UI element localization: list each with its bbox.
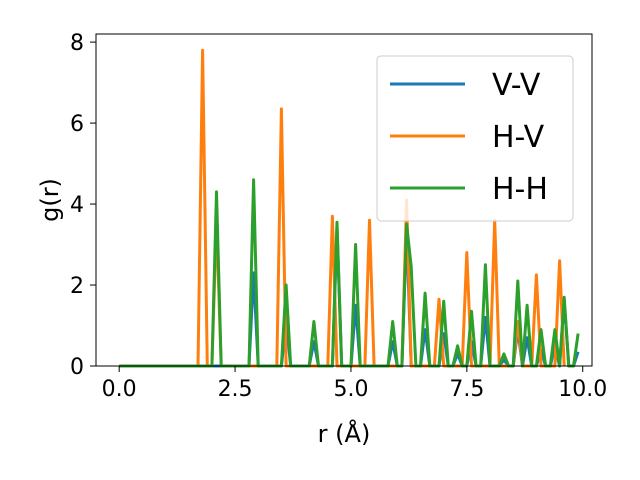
legend-label-h-v: H-V — [492, 120, 545, 155]
y-tick-label: 4 — [70, 193, 84, 218]
y-axis-label: g(r) — [36, 178, 64, 222]
legend: V-V H-V H-H — [376, 55, 574, 222]
series-line-v-v — [119, 226, 580, 368]
y-tick-label: 8 — [70, 31, 84, 56]
y-axis: 0 2 4 6 8 — [70, 31, 96, 380]
x-tick-label: 7.5 — [449, 377, 484, 402]
legend-box — [376, 55, 574, 222]
y-tick-label: 0 — [70, 355, 84, 380]
y-tick-label: 2 — [70, 274, 84, 299]
y-tick-label: 6 — [70, 112, 84, 137]
x-axis-label: r (Å) — [318, 419, 371, 448]
legend-label-v-v: V-V — [492, 68, 541, 103]
x-tick-label: 10.0 — [558, 377, 607, 402]
x-tick-label: 0.0 — [102, 377, 137, 402]
x-axis: 0.0 2.5 5.0 7.5 10.0 — [102, 366, 607, 402]
plot-frame — [95, 33, 593, 367]
x-tick-label: 2.5 — [218, 377, 253, 402]
x-tick-label: 5.0 — [333, 377, 368, 402]
legend-label-h-h: H-H — [492, 172, 548, 207]
